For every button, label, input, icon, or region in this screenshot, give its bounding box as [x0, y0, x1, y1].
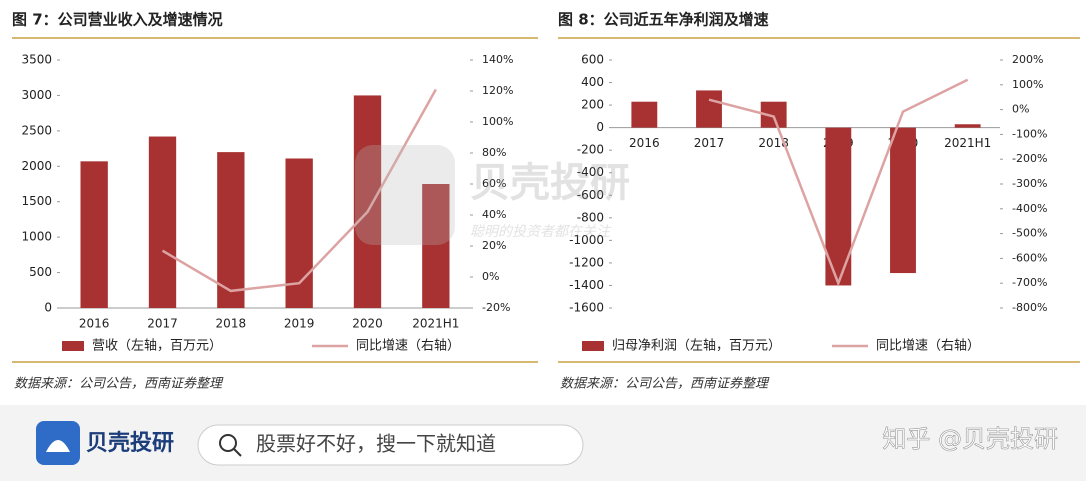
line-series	[708, 78, 969, 287]
y2-tick-label: 40%	[482, 208, 506, 221]
x-tick-label: 2021H1	[944, 136, 991, 150]
x-tick-label: 2016	[629, 136, 660, 150]
bar	[353, 95, 382, 308]
bar	[148, 136, 177, 308]
y2-tick-label: 200%	[1012, 53, 1043, 66]
y-tick-label: 400	[581, 75, 604, 89]
source-note: 数据来源：公司公告，西南证券整理	[560, 377, 770, 392]
bar	[696, 90, 722, 128]
y-tick-label: -1400	[569, 278, 604, 292]
y-tick-label: 0	[44, 301, 52, 315]
legend-label: 营收（左轴，百万元）	[92, 339, 222, 354]
chart-title: 图 7：公司营业收入及增速情况	[12, 11, 223, 29]
y-tick-label: -1200	[569, 255, 604, 269]
x-tick-label: 2017	[694, 136, 725, 150]
y-tick-label: 2000	[21, 159, 52, 173]
watermark-title: 贝壳投研	[470, 160, 630, 206]
search-box[interactable]	[197, 424, 584, 466]
bar	[890, 127, 916, 274]
x-tick-label: 2017	[147, 317, 178, 331]
y2-tick-label: -700%	[1012, 276, 1047, 289]
y2-tick-label: 100%	[482, 115, 513, 128]
y2-tick-label: -200%	[1012, 152, 1047, 165]
x-tick-label: 2020	[352, 317, 383, 331]
legend-swatch	[582, 341, 604, 351]
x-tick-label: 2021H1	[412, 317, 459, 331]
bar	[631, 101, 658, 128]
line-series	[161, 88, 437, 293]
search-icon	[219, 434, 237, 452]
y-tick-label: -1000	[569, 233, 604, 247]
y-tick-label: 200	[581, 98, 604, 112]
bar	[422, 184, 450, 308]
y-tick-label: 3500	[21, 53, 52, 67]
bar	[285, 158, 313, 308]
y2-tick-label: -400%	[1012, 202, 1047, 215]
y2-tick-label: -100%	[1012, 127, 1047, 140]
y2-tick-label: 0%	[1012, 103, 1029, 116]
source-note: 数据来源：公司公告，西南证券整理	[14, 377, 224, 392]
y2-tick-label: 120%	[482, 84, 513, 97]
bar	[954, 124, 981, 128]
y-tick-label: 500	[29, 265, 52, 279]
y2-tick-label: 100%	[1012, 78, 1043, 91]
x-tick-label: 2018	[758, 136, 789, 150]
search-placeholder: 股票好不好，搜一下就知道	[256, 432, 496, 456]
y-tick-label: 600	[581, 53, 604, 67]
y-tick-label: -400	[577, 165, 604, 179]
x-tick-label: 2019	[284, 317, 315, 331]
y-tick-label: 2500	[21, 123, 52, 137]
y-tick-label: 0	[596, 120, 604, 134]
footer-credit: 知乎 @贝壳投研	[882, 425, 1058, 453]
y2-tick-label: 0%	[482, 270, 499, 283]
y-tick-label: 3000	[21, 88, 52, 102]
x-tick-label: 2018	[216, 317, 247, 331]
watermark: 贝壳投研 聪明的投资者都在关注	[355, 145, 630, 245]
search-icon	[233, 448, 242, 457]
watermark-logo	[355, 145, 455, 245]
y-tick-label: -800	[577, 210, 604, 224]
legend-label: 同比增速（右轴）	[356, 339, 460, 354]
footer-brand: 贝壳投研	[86, 431, 174, 456]
y2-tick-label: 20%	[482, 239, 506, 252]
y2-tick-label: 80%	[482, 146, 506, 159]
chart-title: 图 8：公司近五年净利润及增速	[558, 11, 769, 29]
y2-tick-label: -300%	[1012, 177, 1047, 190]
y-tick-label: 1000	[21, 230, 52, 244]
y-tick-label: 1500	[21, 194, 52, 208]
y-tick-label: -1600	[569, 301, 604, 315]
legend-swatch	[62, 341, 84, 351]
y2-tick-label: 60%	[482, 177, 506, 190]
legend-label: 归母净利润（左轴，百万元）	[612, 339, 781, 354]
watermark-slogan: 聪明的投资者都在关注	[470, 224, 612, 240]
y-tick-label: -200	[577, 143, 604, 157]
y-tick-label: -600	[577, 188, 604, 202]
footer-logo-mark	[46, 440, 70, 452]
y2-tick-label: -500%	[1012, 227, 1047, 240]
charts: 0500100015002000250030003500-20%0%20%40%…	[21, 53, 1047, 354]
y2-tick-label: -800%	[1012, 301, 1047, 314]
bar	[217, 152, 245, 308]
x-tick-label: 2016	[79, 317, 110, 331]
legend-label: 同比增速（右轴）	[876, 339, 980, 354]
bar	[80, 161, 108, 308]
y2-tick-label: -600%	[1012, 251, 1047, 264]
y2-tick-label: -20%	[482, 301, 510, 314]
y2-tick-label: 140%	[482, 53, 513, 66]
